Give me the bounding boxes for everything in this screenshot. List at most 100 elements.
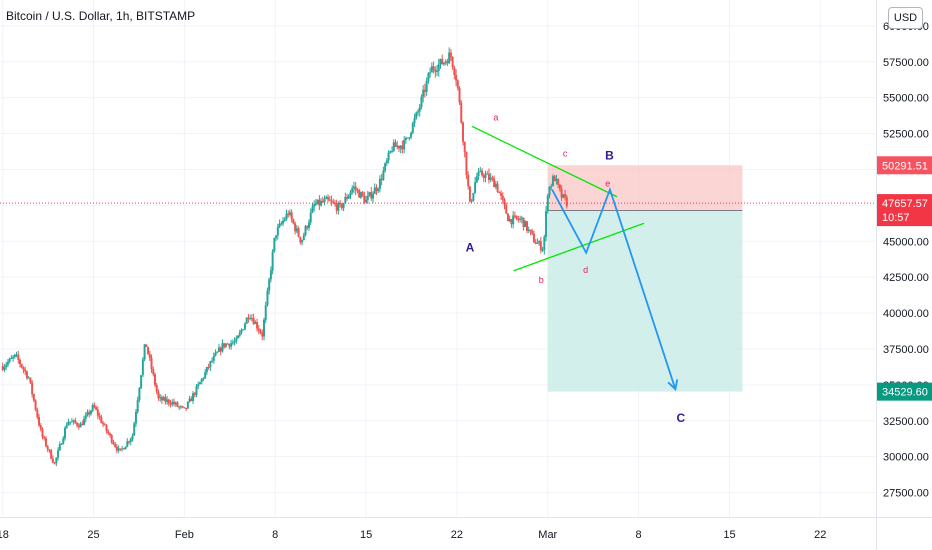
candle (314, 204, 317, 206)
candle (38, 417, 41, 426)
candle (468, 186, 471, 202)
candle (268, 279, 271, 291)
candle (147, 346, 150, 354)
candle (491, 177, 494, 179)
candle (55, 457, 58, 464)
candle (278, 223, 281, 227)
candle (57, 450, 60, 458)
candle (202, 378, 205, 380)
candle (1, 366, 4, 370)
candle (332, 201, 335, 203)
candle (245, 317, 248, 324)
candle (489, 177, 492, 180)
candle (404, 138, 407, 140)
candle (117, 448, 120, 451)
candle (124, 446, 127, 450)
candle (441, 58, 444, 65)
candle (256, 322, 259, 329)
candle (346, 196, 349, 199)
candle (264, 305, 267, 320)
candle (224, 343, 227, 347)
candle (365, 199, 368, 203)
candle (292, 219, 295, 224)
candle (273, 237, 276, 252)
candle (321, 200, 324, 203)
candle (363, 195, 366, 203)
candle (515, 215, 518, 219)
candle (250, 318, 253, 320)
candle (534, 242, 537, 244)
candle (221, 343, 224, 352)
candle (330, 200, 333, 202)
candle (48, 449, 51, 451)
candle (508, 219, 511, 222)
candle (98, 415, 101, 417)
candle (169, 403, 172, 405)
candle (69, 421, 72, 423)
y-tick-label: 55000.00 (883, 93, 929, 105)
candle (62, 438, 65, 444)
candle (323, 199, 326, 203)
candle (240, 329, 243, 333)
candle (15, 354, 18, 356)
candle (10, 358, 13, 360)
candle (231, 342, 234, 344)
candle (486, 173, 489, 175)
candle (455, 75, 458, 81)
candle (32, 394, 35, 401)
candle (173, 401, 176, 405)
candle (288, 212, 291, 215)
candle (472, 192, 475, 201)
candle (290, 212, 293, 220)
candle (564, 194, 567, 198)
candle (449, 52, 452, 57)
candle (384, 163, 387, 171)
candle (198, 382, 201, 385)
candle (136, 400, 139, 413)
x-tick-label: 22 (451, 529, 463, 541)
candle (262, 319, 265, 337)
candle (378, 178, 381, 189)
candle (181, 406, 184, 408)
candle (188, 398, 191, 402)
candle (403, 139, 406, 150)
candle (140, 375, 143, 388)
candle (498, 191, 501, 194)
candle (344, 196, 347, 204)
y-tick-label: 32500.00 (883, 416, 929, 428)
candle (8, 358, 11, 362)
candle (29, 377, 32, 383)
candle (496, 183, 499, 192)
candle (328, 199, 331, 201)
candle (501, 195, 504, 200)
candle (287, 213, 290, 215)
candle (368, 192, 371, 196)
candle (122, 448, 125, 450)
candle (539, 241, 542, 251)
candle (377, 188, 380, 191)
candle (186, 401, 189, 409)
candle (410, 132, 413, 138)
candle (548, 186, 551, 196)
candle (164, 397, 167, 402)
candle (126, 441, 129, 447)
candle (283, 219, 286, 221)
candle (434, 69, 437, 72)
candle (167, 399, 170, 404)
currency-button[interactable]: USD (888, 7, 923, 29)
candle (391, 151, 394, 153)
candle (259, 330, 262, 334)
candle (437, 64, 440, 72)
candle (493, 178, 496, 188)
y-tick-label: 52500.00 (883, 129, 929, 141)
candle (477, 171, 480, 177)
candle (411, 123, 414, 133)
candle (396, 145, 399, 147)
candles (1, 47, 568, 467)
candle (560, 189, 563, 198)
candle (461, 122, 464, 142)
candle (505, 204, 508, 214)
candle (86, 412, 89, 416)
x-tick-label: 15 (360, 529, 372, 541)
